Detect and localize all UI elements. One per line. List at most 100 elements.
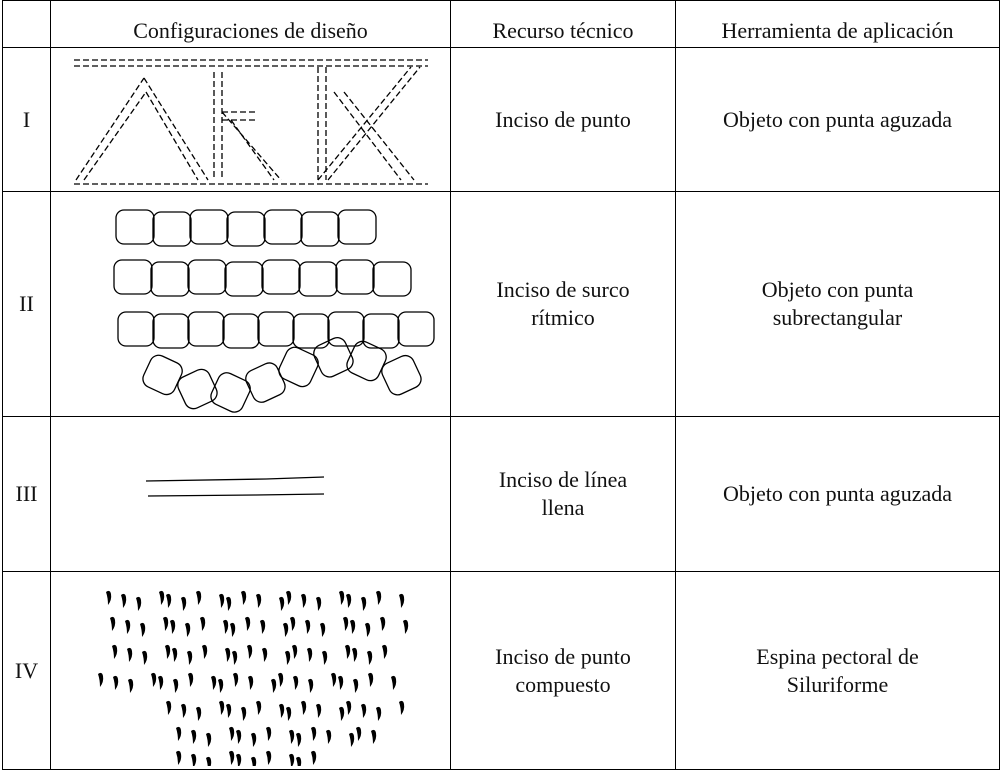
sketch-stroke [381,644,387,659]
sketch-stroke [371,260,412,297]
tool-text: Espina pectoral de [756,643,919,669]
sketch-stroke [288,729,294,744]
sketch-stroke [300,700,306,715]
sketch-stroke [375,590,381,605]
sketch-stroke [224,647,230,662]
sketch-stroke [147,492,324,497]
sketch-stroke [74,77,145,180]
sketch-stroke [292,675,298,690]
sketch-stroke [116,310,155,347]
sketch-stroke [306,647,312,662]
sketch-stroke [390,675,396,690]
sketch-stroke [246,644,252,659]
sketch-stroke [157,675,163,690]
sketch-stroke [135,596,141,611]
sketch-stroke [195,590,201,605]
sketch-stroke [297,260,338,297]
sketch-stroke [217,678,223,693]
sketch-stroke [330,672,336,687]
sketch-stroke [218,593,224,608]
sketch-stroke [396,310,435,347]
sketch-stroke [141,354,183,395]
sketch-stroke [325,729,331,744]
sketch-stroke [109,616,115,631]
sketch-stroke [180,703,186,718]
technique-text: Inciso de surco [496,277,630,302]
sketch-stroke [255,700,261,715]
sketch-stroke [338,706,344,721]
sketch-stroke [240,590,246,605]
sketch-stroke [366,650,372,665]
sketch-stroke [229,622,235,637]
sketch-stroke [244,616,250,631]
sketch-stroke [260,258,301,295]
sketch-stroke [97,672,103,687]
sketch-stroke [221,312,260,349]
sketch-stroke [282,622,288,637]
header-row: Configuraciones de diseño Recurso técnic… [2,0,1000,48]
sketch-stroke [124,619,130,634]
sketch-stroke [126,647,132,662]
sketch-stroke [127,678,133,693]
sketch-stroke [221,111,281,180]
sketch-stroke [351,647,357,662]
tool-cell: Objeto con punta subrectangular [675,191,1000,417]
technique-cell: Inciso de surco rítmico [450,191,676,417]
sketch-stroke [342,616,348,631]
sketch-stroke [229,119,275,180]
sketch-stroke [176,368,218,409]
sketch-stroke [112,675,118,690]
sketch-stroke [312,336,354,378]
sketch-stroke [209,371,251,413]
row-numeral: II [2,191,51,417]
sketch-stroke [402,619,408,634]
sketch-stroke [364,622,370,637]
row-numeral: I [2,47,51,192]
sketch-stroke [205,732,211,747]
sketch-stroke [169,619,175,634]
sketch-stroke [162,616,168,631]
sketch-stroke [171,647,177,662]
sketch-stroke [186,310,225,347]
design-sketch-cell [50,416,451,572]
design-sketch [97,590,408,766]
sketch-stroke [222,619,228,634]
technique-text: Inciso de punto [495,106,631,132]
sketch-stroke [184,622,190,637]
sketch-stroke [278,703,284,718]
sketch-stroke [190,729,196,744]
sketch-stroke [165,593,171,608]
sketch-stroke [250,732,256,747]
sketch-stroke [367,672,373,687]
sketch-stroke [307,678,313,693]
sketch-stroke [225,596,231,611]
sketch-stroke [370,729,376,744]
sketch-stroke [225,210,266,247]
sketch-stroke [142,77,209,180]
tool-text: Objeto con punta aguzada [722,106,953,132]
sketch-stroke [337,675,343,690]
tool-text: subrectangular [772,305,903,330]
sketch-stroke [345,700,351,715]
sketch-stroke [144,91,199,180]
sketch-stroke [338,590,344,605]
sketch-stroke [186,650,192,665]
sketch-stroke [349,619,355,634]
tool-text: Siluriforme [786,671,889,697]
sketch-stroke [149,260,190,297]
sketch-stroke [165,700,171,715]
sketch-stroke [284,650,290,665]
sketch-stroke [326,66,421,180]
sketch-stroke [255,593,261,608]
technique-text: compuesto [515,671,611,697]
sketch-stroke [277,346,319,387]
technique-text: llena [541,495,585,520]
sketch-stroke [344,644,350,659]
tool-text: Objeto con punta [761,277,914,302]
sketch-stroke [398,593,404,608]
design-sketch [112,208,435,413]
technique-cell: Inciso de línea llena [450,416,676,572]
sketch-stroke [270,678,276,693]
sketch-stroke [345,593,351,608]
